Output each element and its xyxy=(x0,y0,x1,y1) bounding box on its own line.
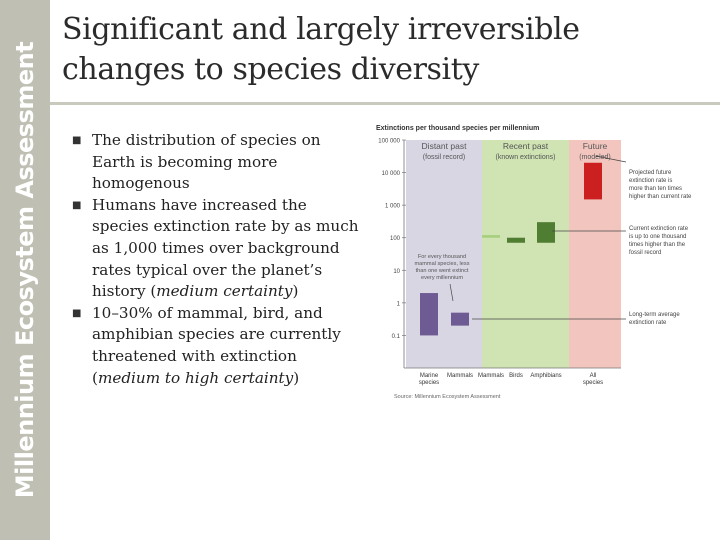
panel-sublabel: (fossil record) xyxy=(423,154,465,161)
annotation-projected-text: Projected future xyxy=(629,170,672,176)
y-tick-label: 100 xyxy=(390,236,401,242)
chart-source: Source: Millennium Ecosystem Assessment xyxy=(394,394,501,400)
sidebar: Millennium Ecosystem Assessment xyxy=(0,0,50,540)
bullet-square-icon: ■ xyxy=(72,307,82,319)
bullet-square-icon: ■ xyxy=(72,135,82,146)
bullet-list: ■ The distribution of species on Earth is… xyxy=(72,130,364,389)
x-category-label: Mammals xyxy=(478,373,504,379)
x-category-label: All xyxy=(590,373,597,379)
x-category-label: Mammals xyxy=(447,373,473,379)
annotation-arrow xyxy=(595,155,627,163)
annotation-longterm-text: Long-term average xyxy=(629,312,680,318)
annotation-projected-text: extinction rate is xyxy=(629,178,672,184)
y-tick-label: 100 000 xyxy=(378,139,400,145)
y-tick-label: 1 000 xyxy=(385,204,401,210)
x-category-label: species xyxy=(419,380,439,386)
panel-sublabel: (known extinctions) xyxy=(496,154,556,161)
chart-title: Extinctions per thousand species per mil… xyxy=(376,125,539,132)
y-tick-label: 0.1 xyxy=(392,334,401,340)
bullet-item: ■ The distribution of species on Earth is… xyxy=(72,130,364,195)
y-tick-label: 10 xyxy=(393,269,400,275)
x-category-label: Amphibians xyxy=(530,373,561,379)
y-tick-label: 10 000 xyxy=(382,171,401,177)
bullet-item: ■ 10–30% of mammal, bird, and amphibian s… xyxy=(72,303,364,389)
panel-sublabel: (modeled) xyxy=(579,154,611,161)
annotation-projected-text: higher than current rate xyxy=(629,194,692,200)
bullet-close: ) xyxy=(293,368,300,387)
bullet-close: ) xyxy=(292,282,299,301)
title-bar: Significant and largely irreversible cha… xyxy=(50,0,720,105)
x-category-label: Birds xyxy=(509,373,523,379)
annotation-longterm-text: extinction rate xyxy=(629,320,667,326)
annotation-mammal-text: every millennium xyxy=(421,275,463,281)
bullet-square-icon: ■ xyxy=(72,199,82,211)
slide-title: Significant and largely irreversible cha… xyxy=(62,10,702,90)
panel-background xyxy=(482,140,569,368)
bullet-text: The distribution of species on Earth is … xyxy=(92,131,321,193)
panel-label: Distant past xyxy=(422,141,468,151)
annotation-current-text: times higher than the xyxy=(629,242,686,248)
data-bar xyxy=(451,312,469,326)
annotation-mammal-text: than one went extinct xyxy=(416,268,469,274)
bullet-emphasis: medium to high certainty xyxy=(97,368,294,387)
annotation-mammal-text: For every thousand xyxy=(418,254,466,260)
sidebar-brand-text: Millennium Ecosystem Assessment xyxy=(11,41,39,499)
title-line-2: changes to species diversity xyxy=(62,52,479,87)
bullet-text: 10–30% of mammal, bird, and amphibian sp… xyxy=(92,303,341,387)
data-bar xyxy=(482,235,500,238)
panel-label: Future xyxy=(583,141,608,151)
data-bar xyxy=(507,237,525,243)
annotation-arrow xyxy=(449,283,454,302)
bullet-text: Humans have increased the species extinc… xyxy=(92,195,359,301)
data-bar xyxy=(537,222,555,243)
title-line-1: Significant and largely irreversible xyxy=(62,12,580,47)
y-tick-label: 1 xyxy=(397,301,401,307)
panel-label: Recent past xyxy=(503,141,549,151)
annotation-mammal-text: mammal species, less xyxy=(414,261,469,267)
x-category-label: Marine xyxy=(420,373,439,379)
data-bar xyxy=(420,293,438,336)
x-category-label: species xyxy=(583,380,603,386)
panel-background xyxy=(406,140,482,368)
annotation-current-text: fossil record xyxy=(629,250,661,256)
data-bar xyxy=(584,162,602,200)
bullet-emphasis: medium certainty xyxy=(156,282,293,301)
annotation-current-text: Current extinction rate xyxy=(629,226,689,232)
bullet-item: ■ Humans have increased the species extin… xyxy=(72,195,364,303)
annotation-current-text: is up to one thousand xyxy=(629,234,686,240)
annotation-projected-text: more than ten times xyxy=(629,186,682,192)
extinction-chart: Extinctions per thousand species per mil… xyxy=(376,125,692,400)
